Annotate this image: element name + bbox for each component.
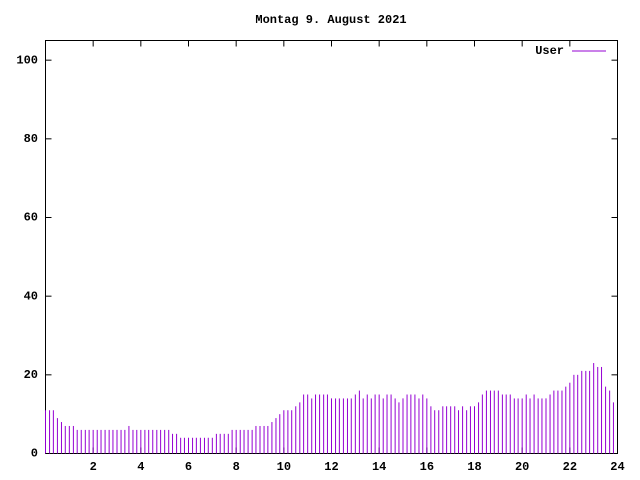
y-tick-label: 0 xyxy=(31,447,38,461)
x-tick-label: 14 xyxy=(372,460,386,474)
y-tick-label: 80 xyxy=(24,132,38,146)
x-tick-label: 8 xyxy=(233,460,240,474)
x-tick-label: 20 xyxy=(515,460,529,474)
x-tick-label: 10 xyxy=(277,460,291,474)
x-tick-label: 6 xyxy=(185,460,192,474)
y-tick-label: 100 xyxy=(16,53,38,67)
x-tick-label: 12 xyxy=(324,460,338,474)
x-tick-label: 24 xyxy=(610,460,624,474)
y-tick-label: 40 xyxy=(24,289,38,303)
x-tick-label: 16 xyxy=(420,460,434,474)
x-tick-label: 22 xyxy=(563,460,577,474)
legend-label: User xyxy=(535,44,564,58)
x-tick-label: 4 xyxy=(137,460,144,474)
y-tick-label: 20 xyxy=(24,368,38,382)
x-tick-label: 18 xyxy=(467,460,481,474)
chart-title: Montag 9. August 2021 xyxy=(255,13,406,27)
y-tick-label: 60 xyxy=(24,211,38,225)
plot-frame xyxy=(45,40,618,454)
x-tick-label: 2 xyxy=(90,460,97,474)
